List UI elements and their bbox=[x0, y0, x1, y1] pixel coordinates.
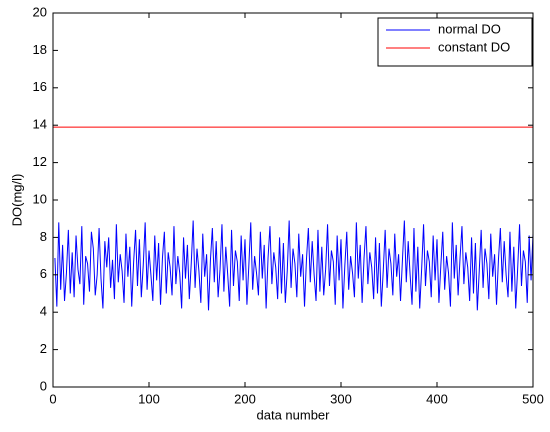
y-axis-label: DO(mg/l) bbox=[9, 174, 24, 227]
legend-label: normal DO bbox=[438, 21, 501, 36]
y-tick-label: 20 bbox=[33, 4, 47, 19]
y-tick-label: 14 bbox=[33, 117, 47, 132]
x-tick-label: 200 bbox=[234, 391, 256, 406]
y-tick-label: 6 bbox=[40, 266, 47, 281]
x-tick-label: 100 bbox=[138, 391, 160, 406]
legend-box bbox=[377, 17, 533, 67]
y-tick-label: 10 bbox=[33, 191, 47, 206]
legend: normal DO constant DO bbox=[377, 17, 533, 67]
y-tick-label: 2 bbox=[40, 341, 47, 356]
x-tick-label: 300 bbox=[330, 391, 352, 406]
y-tick-label: 16 bbox=[33, 79, 47, 94]
x-tick-label: 400 bbox=[426, 391, 448, 406]
y-tick-label: 12 bbox=[33, 154, 47, 169]
y-tick-label: 0 bbox=[40, 378, 47, 393]
legend-label: constant DO bbox=[438, 39, 510, 54]
x-axis-label: data number bbox=[257, 407, 331, 422]
x-tick-label: 0 bbox=[49, 391, 56, 406]
y-tick-label: 4 bbox=[40, 304, 47, 319]
data-line bbox=[54, 220, 534, 311]
y-tick-label: 18 bbox=[33, 42, 47, 57]
y-tick-label: 8 bbox=[40, 229, 47, 244]
x-tick-label: 500 bbox=[522, 391, 544, 406]
